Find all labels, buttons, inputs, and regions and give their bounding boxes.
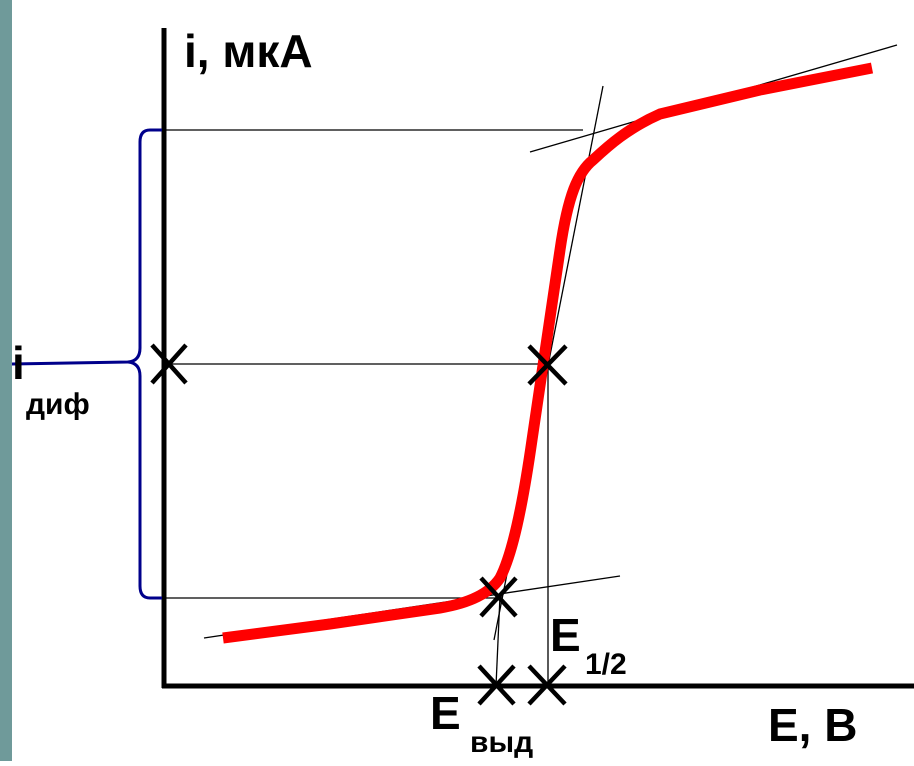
half-wave-potential-label-sub: 1/2 xyxy=(585,650,627,680)
diffusion-current-label-sub: диф xyxy=(26,390,90,420)
x-axis-label: E, В xyxy=(768,702,857,748)
diffusion-current-label-main: i xyxy=(12,340,25,386)
release-potential-label-main: E xyxy=(430,690,461,736)
release-potential-label-sub: выд xyxy=(470,728,533,758)
diffusion-current-brace xyxy=(12,130,162,598)
half-wave-potential-label-main: E xyxy=(550,612,581,658)
left-border-strip xyxy=(0,0,12,761)
y-axis-label: i, мкА xyxy=(184,28,313,74)
